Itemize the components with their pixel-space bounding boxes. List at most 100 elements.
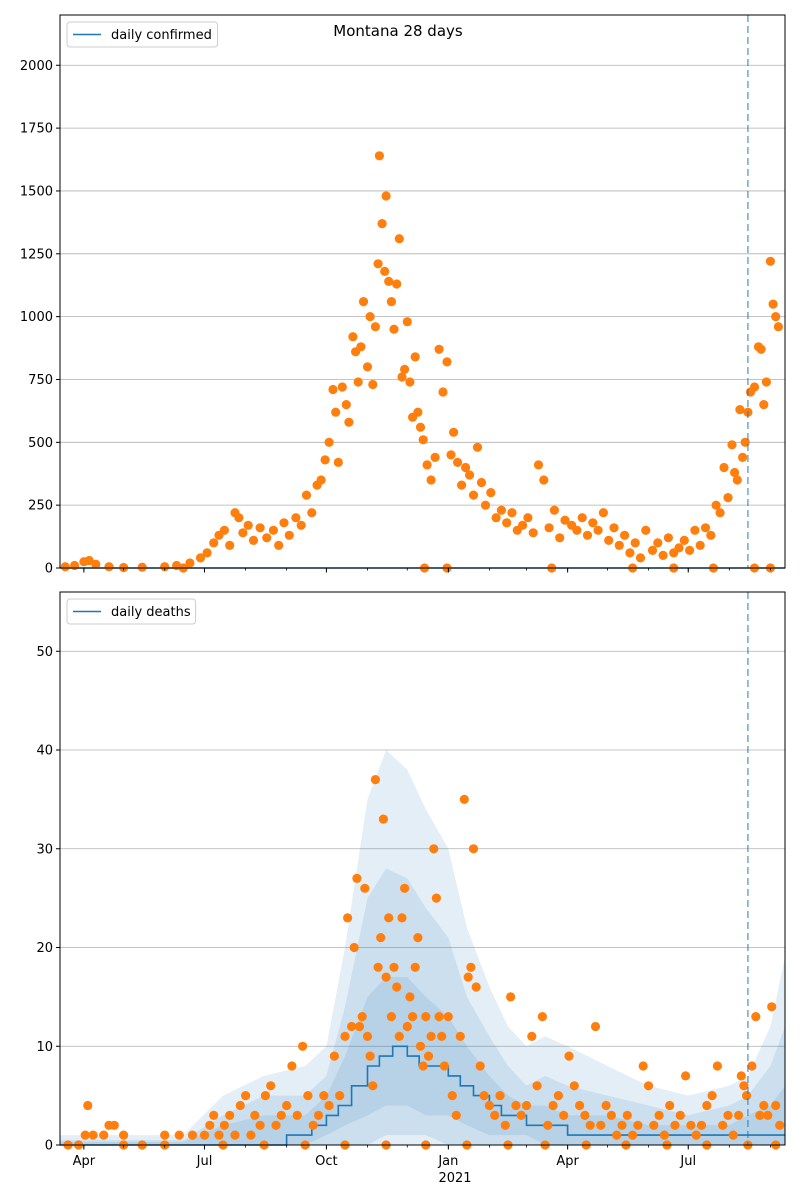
deaths-panel: 0 10 20 30 40 50 Apr Jul Oct Jan Apr Jul daily deat…	[36, 591, 786, 1186]
data-point	[271, 1120, 281, 1130]
data-point	[606, 1110, 617, 1120]
y-tick-label: 40	[36, 744, 53, 759]
confirmed-points	[60, 151, 784, 573]
data-point	[712, 1061, 723, 1071]
data-point	[80, 1130, 90, 1140]
data-point	[199, 1130, 210, 1140]
data-point	[287, 1061, 297, 1071]
data-point	[614, 540, 624, 551]
data-point	[347, 1021, 357, 1032]
data-point	[219, 1120, 229, 1130]
y-tick-label: 50	[36, 645, 53, 660]
data-point	[248, 535, 259, 546]
data-point	[426, 1031, 436, 1041]
data-point	[429, 844, 439, 854]
data-point	[402, 317, 412, 327]
data-point	[459, 794, 469, 805]
data-point	[596, 1120, 606, 1130]
data-point	[319, 1091, 329, 1101]
data-point	[702, 1100, 712, 1111]
data-point	[392, 279, 402, 289]
data-point	[402, 1021, 412, 1032]
data-point	[518, 520, 528, 530]
data-point	[246, 1130, 256, 1140]
data-point	[307, 508, 317, 518]
data-point	[658, 550, 668, 561]
data-point	[209, 1110, 219, 1120]
data-point	[457, 480, 467, 490]
data-point	[761, 377, 772, 387]
data-point	[384, 913, 394, 923]
data-point	[609, 523, 619, 533]
data-point	[707, 1091, 717, 1101]
chart-title: Montana 28 days	[333, 22, 463, 40]
data-point	[465, 470, 475, 480]
data-point	[756, 344, 766, 354]
data-point	[755, 1110, 765, 1120]
data-point	[496, 505, 506, 515]
data-point	[706, 530, 716, 540]
x-tick-label: Jul	[196, 1154, 213, 1169]
y-tick-label: 500	[28, 436, 53, 451]
data-point	[564, 1051, 574, 1061]
data-point	[373, 259, 383, 269]
legend-label: daily deaths	[111, 605, 191, 620]
deaths-plot-frame	[59, 591, 786, 1146]
data-point	[234, 513, 244, 523]
data-point	[685, 545, 695, 556]
data-point	[357, 1012, 367, 1022]
data-point	[548, 1100, 558, 1111]
data-point	[575, 1100, 585, 1111]
data-point	[771, 1100, 781, 1111]
x-tick-label: Apr	[556, 1154, 579, 1169]
y-tick-label: 2000	[20, 59, 53, 74]
data-point	[719, 462, 729, 473]
data-point	[635, 553, 646, 563]
data-point	[507, 508, 517, 518]
confirmed-axes: 0 250 500 750 1000 1250 1500 1750 2000	[20, 59, 771, 577]
data-point	[468, 844, 479, 854]
data-point	[99, 1130, 109, 1140]
data-point	[377, 219, 387, 229]
deaths-bands	[60, 750, 785, 1145]
data-point	[659, 1130, 670, 1140]
data-point	[443, 1012, 453, 1022]
data-point	[711, 500, 721, 510]
data-point	[759, 1100, 769, 1111]
deaths-axes: 0 10 20 30 40 50 Apr Jul Oct Jan Apr Jul	[36, 645, 771, 1169]
legend-label: daily confirmed	[111, 28, 212, 43]
data-point	[255, 1120, 265, 1130]
data-point	[243, 520, 253, 530]
data-point	[455, 1031, 465, 1041]
data-point	[195, 553, 206, 563]
data-point	[559, 1110, 569, 1120]
data-point	[593, 525, 603, 535]
data-point	[279, 518, 289, 528]
data-point	[734, 1110, 744, 1120]
data-point	[296, 520, 306, 530]
data-point	[235, 1100, 245, 1111]
data-point	[446, 450, 456, 460]
data-point	[301, 490, 312, 500]
data-point	[328, 384, 338, 395]
data-point	[400, 883, 410, 893]
y-tick-label: 0	[45, 562, 53, 577]
data-point	[410, 962, 420, 972]
data-point	[238, 528, 248, 538]
data-point	[549, 505, 560, 515]
data-point	[368, 379, 378, 390]
data-point	[376, 933, 386, 943]
data-point	[324, 437, 334, 447]
data-point	[502, 518, 512, 528]
data-point	[262, 533, 272, 543]
data-point	[426, 475, 436, 485]
data-point	[397, 372, 407, 382]
data-point	[298, 1041, 308, 1051]
data-point	[308, 1120, 318, 1130]
data-point	[654, 1110, 664, 1120]
data-point	[70, 560, 80, 571]
data-point	[773, 322, 784, 332]
data-point	[415, 422, 426, 432]
data-point	[352, 873, 362, 884]
data-point	[728, 1130, 738, 1140]
